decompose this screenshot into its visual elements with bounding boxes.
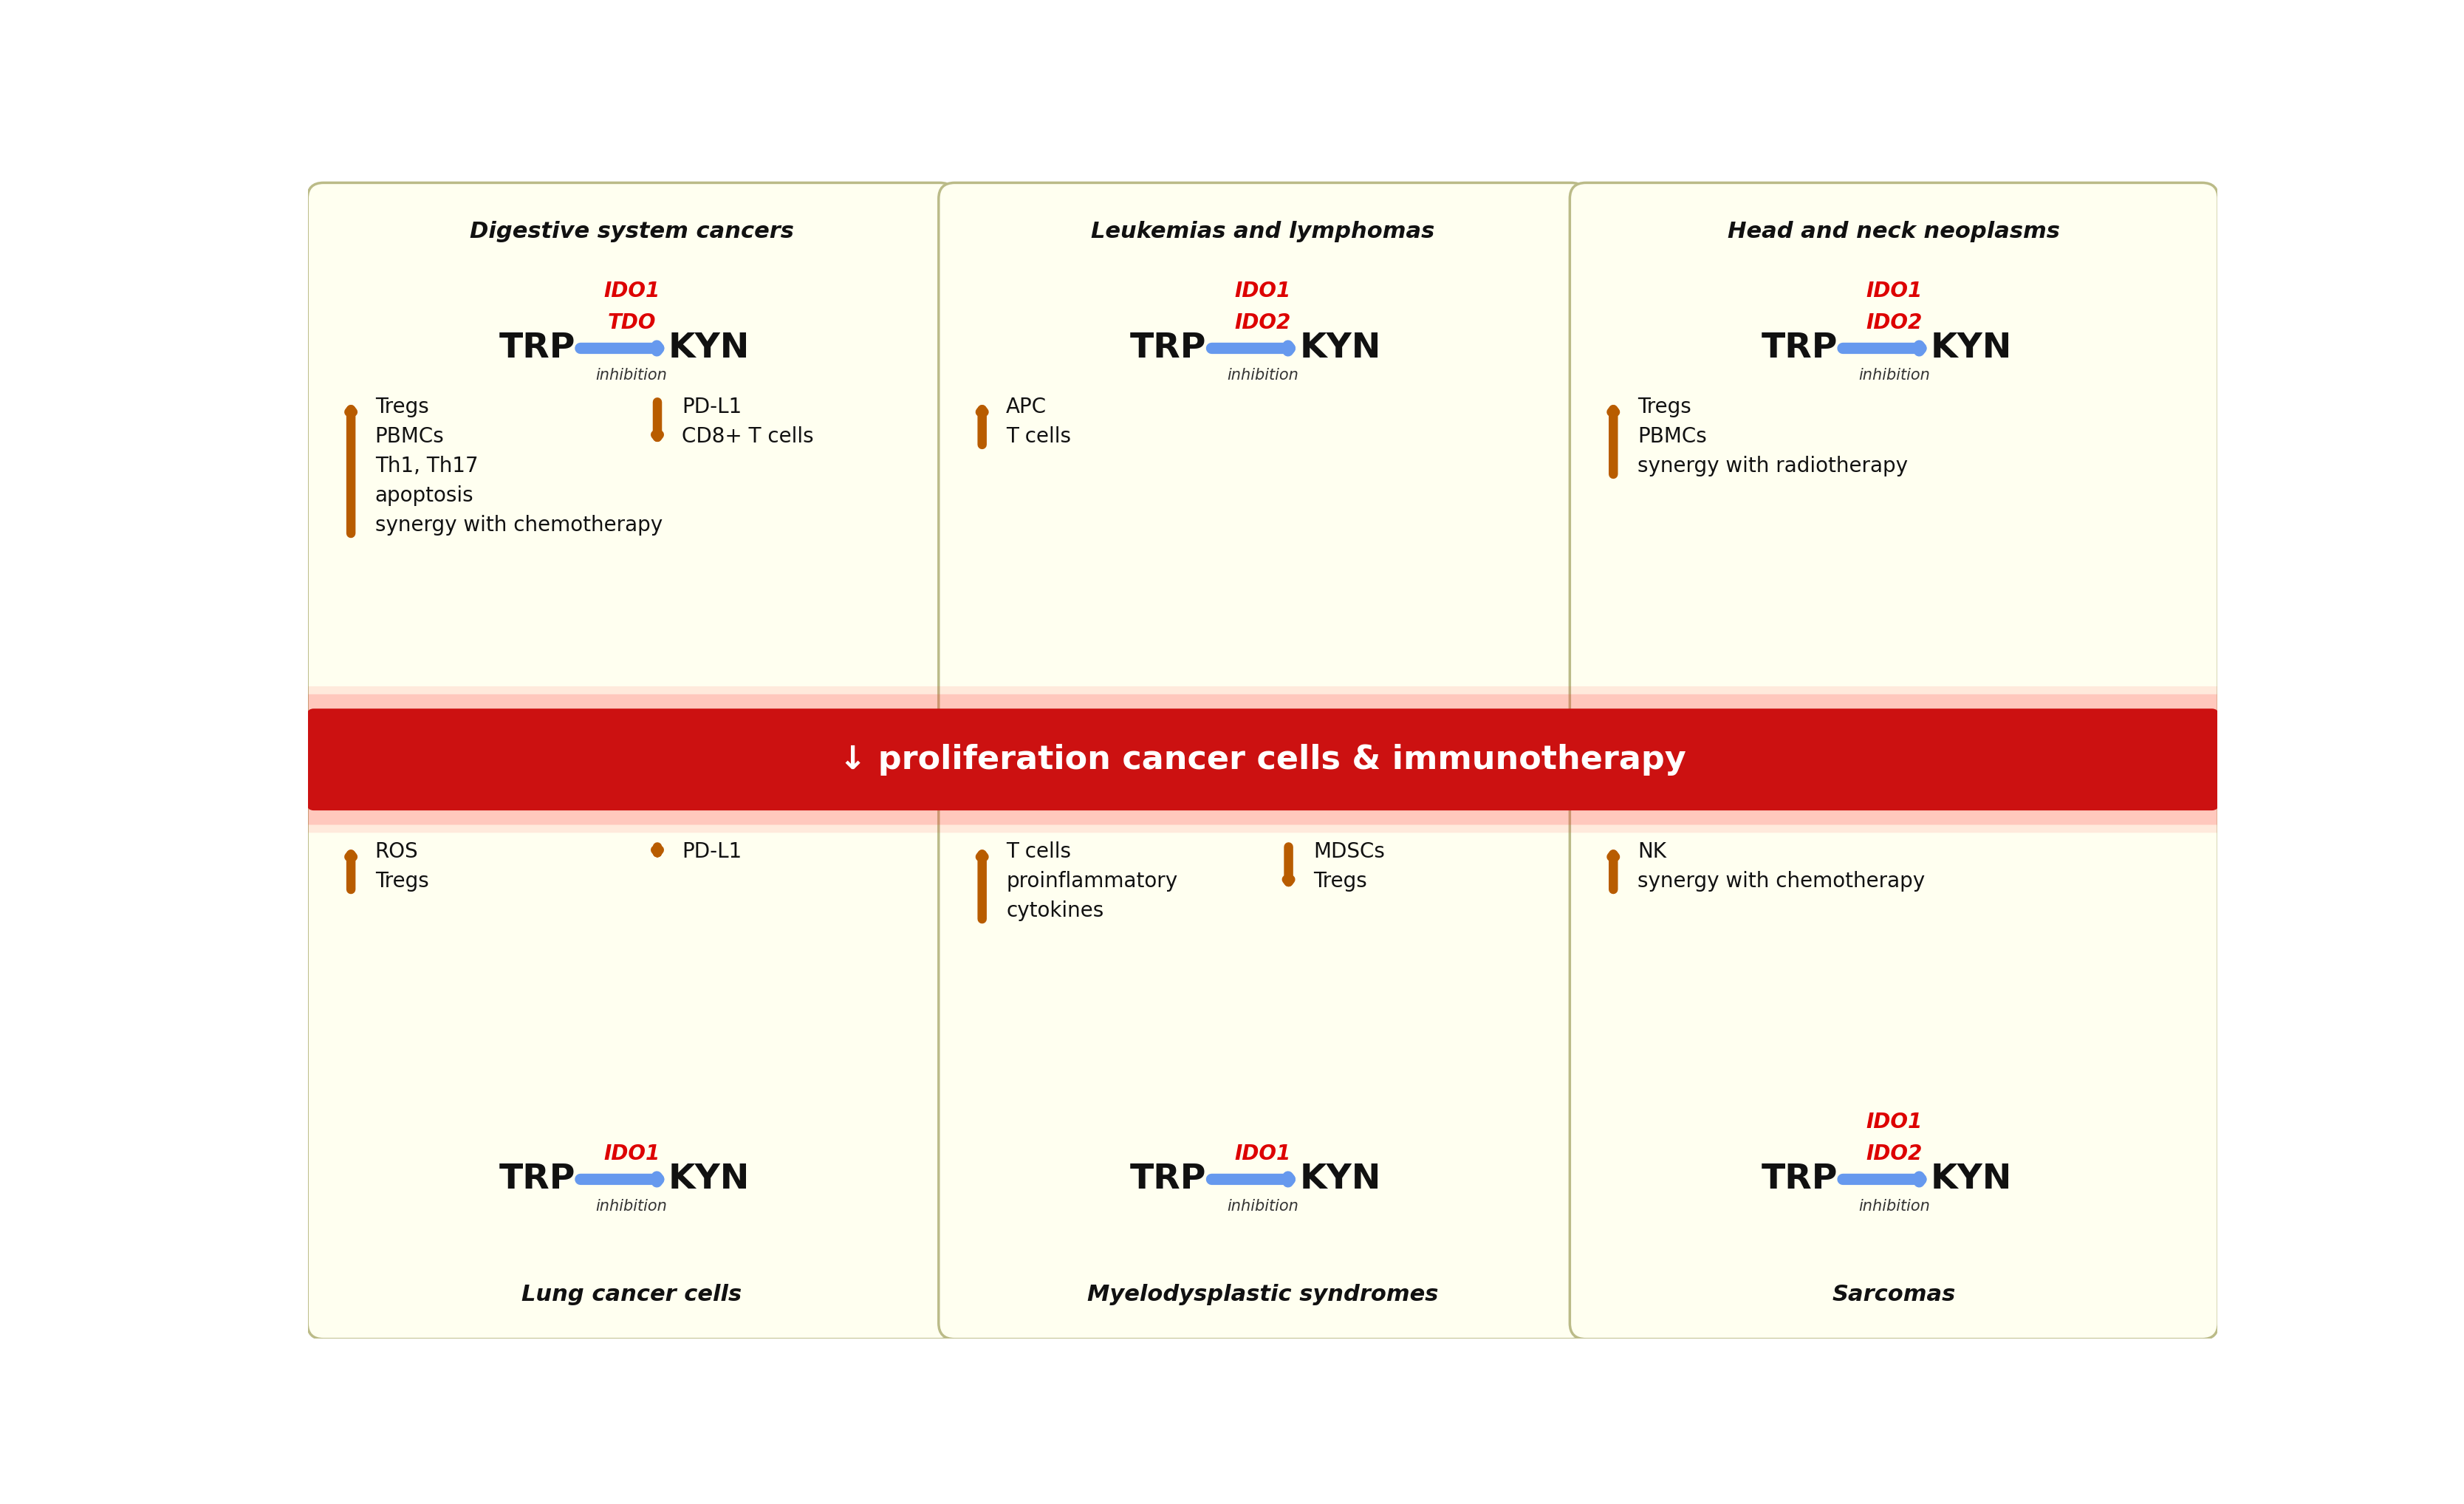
- Text: synergy with chemotherapy: synergy with chemotherapy: [1639, 871, 1924, 892]
- Text: synergy with radiotherapy: synergy with radiotherapy: [1639, 456, 1907, 477]
- Text: Head and neck neoplasms: Head and neck neoplasms: [1727, 221, 2060, 242]
- FancyBboxPatch shape: [939, 796, 1587, 1339]
- Text: IDO1: IDO1: [1234, 1143, 1291, 1164]
- Text: TRP: TRP: [498, 1163, 577, 1196]
- Text: ROS: ROS: [375, 841, 419, 862]
- Text: Tregs: Tregs: [1313, 871, 1368, 892]
- Text: inhibition: inhibition: [596, 368, 668, 384]
- Text: IDO1: IDO1: [1234, 281, 1291, 302]
- Text: KYN: KYN: [1299, 1163, 1380, 1196]
- FancyBboxPatch shape: [308, 183, 956, 726]
- FancyBboxPatch shape: [308, 708, 2218, 811]
- Text: TRP: TRP: [1762, 332, 1838, 365]
- Text: TDO: TDO: [609, 313, 655, 332]
- Text: T cells: T cells: [1005, 841, 1072, 862]
- FancyBboxPatch shape: [939, 183, 1587, 726]
- Text: Lung cancer cells: Lung cancer cells: [522, 1284, 742, 1305]
- Text: TRP: TRP: [1762, 1163, 1838, 1196]
- FancyBboxPatch shape: [288, 686, 2237, 833]
- Text: inhibition: inhibition: [1227, 1199, 1299, 1214]
- Text: Tregs: Tregs: [1639, 397, 1690, 417]
- Text: inhibition: inhibition: [1858, 368, 1929, 384]
- Text: KYN: KYN: [668, 1163, 749, 1196]
- Text: IDO2: IDO2: [1865, 1143, 1922, 1164]
- Text: Myelodysplastic syndromes: Myelodysplastic syndromes: [1087, 1284, 1439, 1305]
- Text: PBMCs: PBMCs: [1639, 426, 1708, 447]
- Text: PD-L1: PD-L1: [683, 397, 742, 417]
- Text: TRP: TRP: [1131, 1163, 1207, 1196]
- FancyBboxPatch shape: [293, 695, 2232, 824]
- Text: ↓ proliferation cancer cells & immunotherapy: ↓ proliferation cancer cells & immunothe…: [840, 743, 1685, 776]
- Text: KYN: KYN: [1929, 332, 2013, 365]
- Text: Tregs: Tregs: [375, 871, 429, 892]
- Text: TRP: TRP: [1131, 332, 1207, 365]
- Text: synergy with chemotherapy: synergy with chemotherapy: [375, 514, 663, 535]
- Text: IDO1: IDO1: [604, 281, 660, 302]
- Text: cytokines: cytokines: [1005, 901, 1104, 920]
- FancyBboxPatch shape: [308, 796, 956, 1339]
- Text: KYN: KYN: [1929, 1163, 2013, 1196]
- Text: Digestive system cancers: Digestive system cancers: [471, 221, 793, 242]
- Text: inhibition: inhibition: [596, 1199, 668, 1214]
- Text: inhibition: inhibition: [1858, 1199, 1929, 1214]
- Text: MDSCs: MDSCs: [1313, 841, 1385, 862]
- Text: KYN: KYN: [1299, 332, 1380, 365]
- Text: PD-L1: PD-L1: [683, 841, 742, 862]
- Text: KYN: KYN: [668, 332, 749, 365]
- Text: T cells: T cells: [1005, 426, 1072, 447]
- Text: Leukemias and lymphomas: Leukemias and lymphomas: [1092, 221, 1434, 242]
- Text: IDO2: IDO2: [1234, 313, 1291, 332]
- Text: NK: NK: [1639, 841, 1666, 862]
- Text: CD8+ T cells: CD8+ T cells: [683, 426, 813, 447]
- Text: IDO1: IDO1: [604, 1143, 660, 1164]
- Text: IDO1: IDO1: [1865, 281, 1922, 302]
- FancyBboxPatch shape: [1570, 183, 2218, 726]
- Text: inhibition: inhibition: [1227, 368, 1299, 384]
- Text: Th1, Th17: Th1, Th17: [375, 456, 478, 477]
- Text: proinflammatory: proinflammatory: [1005, 871, 1178, 892]
- Text: PBMCs: PBMCs: [375, 426, 444, 447]
- FancyBboxPatch shape: [1570, 796, 2218, 1339]
- Text: apoptosis: apoptosis: [375, 486, 473, 505]
- Text: TRP: TRP: [498, 332, 577, 365]
- Text: Tregs: Tregs: [375, 397, 429, 417]
- Text: Sarcomas: Sarcomas: [1833, 1284, 1956, 1305]
- Text: APC: APC: [1005, 397, 1047, 417]
- Text: IDO2: IDO2: [1865, 313, 1922, 332]
- Text: IDO1: IDO1: [1865, 1111, 1922, 1133]
